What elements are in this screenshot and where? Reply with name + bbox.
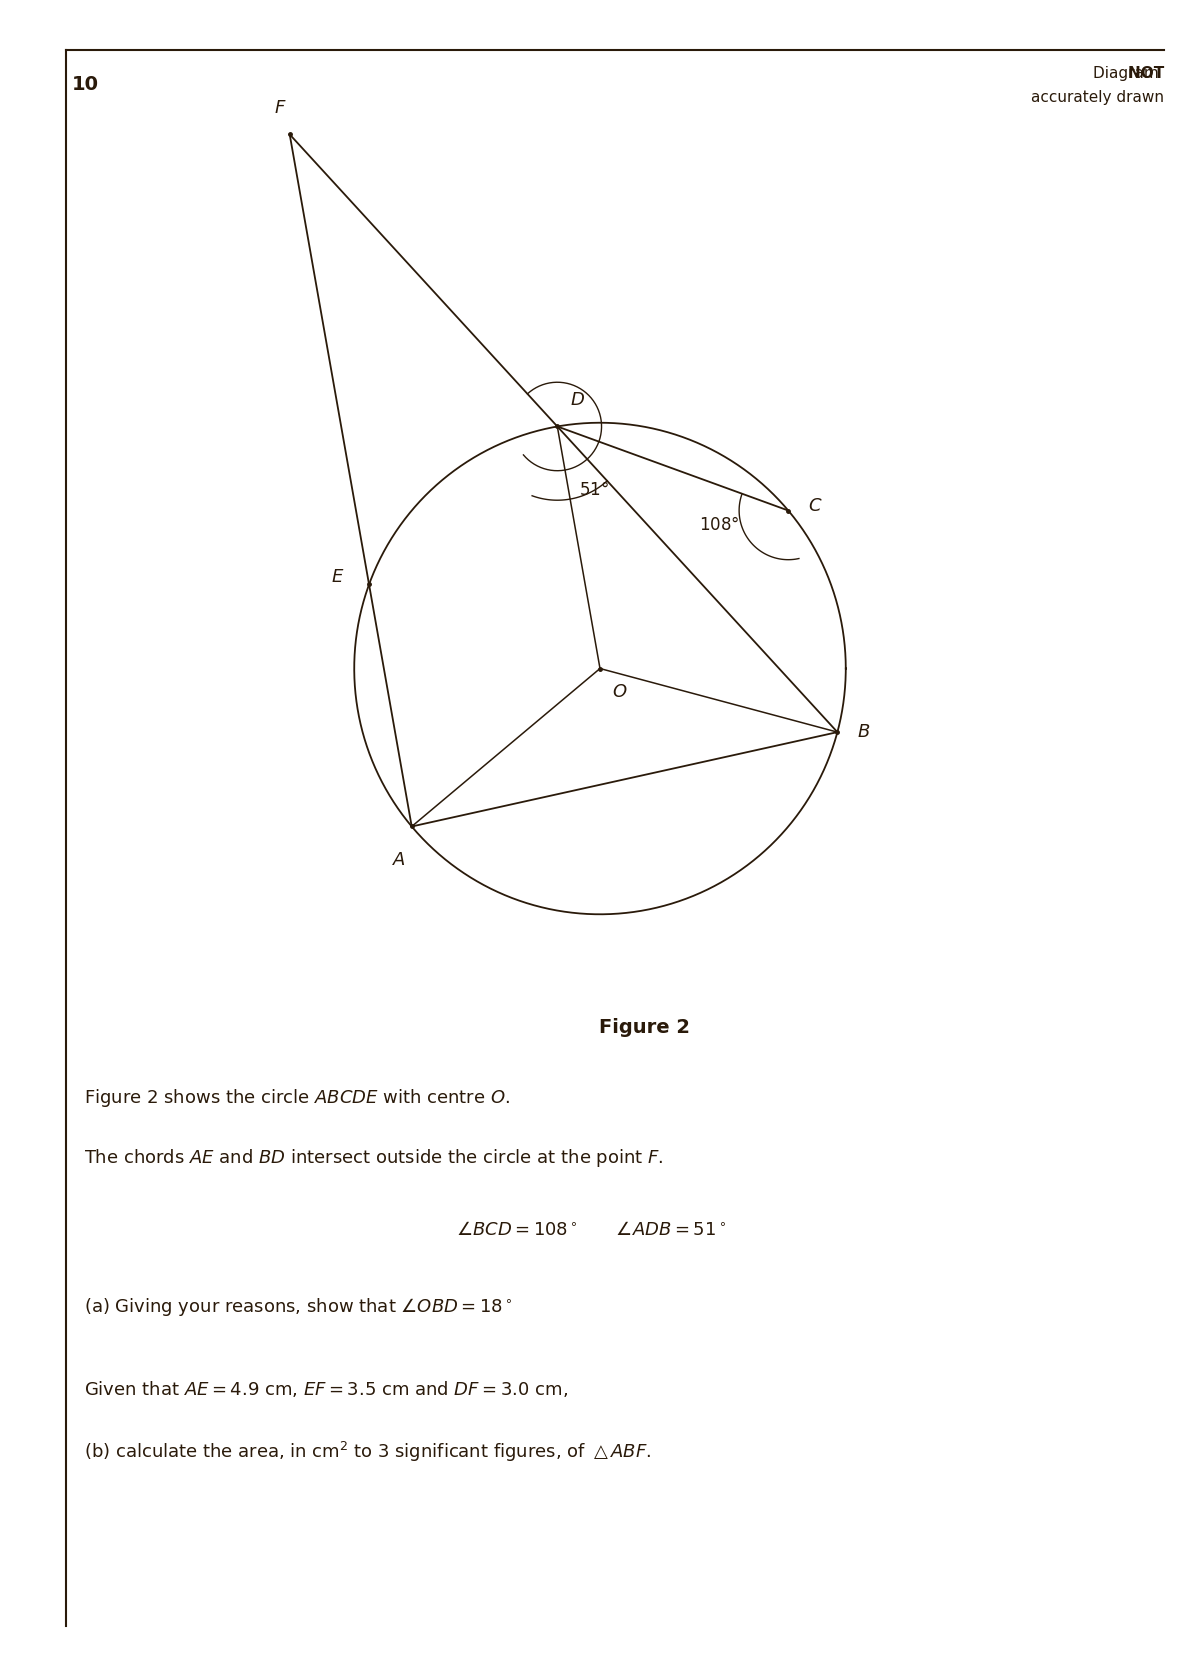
Text: $D$: $D$ <box>570 392 584 410</box>
Text: The chords $AE$ and $BD$ intersect outside the circle at the point $F$.: The chords $AE$ and $BD$ intersect outsi… <box>84 1146 664 1170</box>
Text: Figure 2 shows the circle $ABCDE$ with centre $O$.: Figure 2 shows the circle $ABCDE$ with c… <box>84 1087 510 1108</box>
Text: (a) Giving your reasons, show that $\angle OBD = 18^\circ$: (a) Giving your reasons, show that $\ang… <box>84 1296 512 1317</box>
Text: Given that $AE = 4.9$ cm, $EF = 3.5$ cm and $DF = 3.0$ cm,: Given that $AE = 4.9$ cm, $EF = 3.5$ cm … <box>84 1379 568 1399</box>
Text: accurately drawn: accurately drawn <box>1031 90 1164 105</box>
Text: Diagram: Diagram <box>1093 66 1164 81</box>
Text: $108°$: $108°$ <box>700 516 739 534</box>
Text: $E$: $E$ <box>331 567 344 586</box>
Text: 10: 10 <box>72 75 98 93</box>
Text: NOT: NOT <box>1086 66 1164 81</box>
Text: (b) calculate the area, in cm$^2$ to 3 significant figures, of $\triangle ABF$.: (b) calculate the area, in cm$^2$ to 3 s… <box>84 1440 652 1463</box>
Text: $A$: $A$ <box>392 851 407 869</box>
Text: $51°$: $51°$ <box>580 481 610 499</box>
Text: $B$: $B$ <box>857 723 870 742</box>
Text: $O$: $O$ <box>612 684 628 702</box>
Text: Figure 2: Figure 2 <box>599 1017 690 1037</box>
Text: $\angle BCD = 108^\circ$$\quad\quad \angle ADB = 51^\circ$: $\angle BCD = 108^\circ$$\quad\quad \ang… <box>456 1221 726 1239</box>
Text: $F$: $F$ <box>274 100 286 118</box>
Text: $C$: $C$ <box>808 496 822 514</box>
